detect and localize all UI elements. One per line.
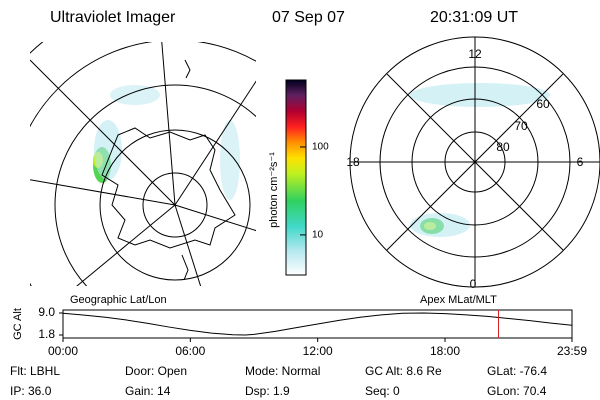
polar-map: [349, 36, 600, 288]
date: 07 Sep 07: [272, 9, 345, 26]
tick-label: 10: [312, 230, 324, 241]
x-tick-label: 18:00: [430, 344, 460, 358]
time: 20:31:09 UT: [430, 9, 518, 26]
x-tick-label: 00:00: [48, 344, 78, 358]
status-field: Door: Open: [125, 364, 187, 378]
colorbar: [285, 79, 307, 276]
mlat-label: 60: [536, 97, 550, 111]
tick-label: 100: [312, 142, 329, 153]
mlat-label: 80: [496, 140, 510, 154]
y-axis-label: GC Alt: [12, 308, 24, 340]
status-field: GLon: 70.4: [487, 384, 547, 398]
mlt-label: 6: [577, 155, 584, 169]
status-field: Mode: Normal: [245, 364, 320, 378]
y-tick-label: 9.0: [38, 305, 55, 319]
colorbar-label: photon cm⁻²s⁻¹: [268, 152, 280, 228]
status-field: IP: 36.0: [10, 384, 52, 398]
altitude-line: [62, 312, 573, 336]
map-label: Apex MLat/MLT: [420, 294, 497, 306]
x-tick-label: 06:00: [175, 344, 205, 358]
status-field: Flt: LBHL: [10, 364, 60, 378]
status-field: Seq: 0: [365, 384, 400, 398]
x-tick-label: 23:59: [557, 344, 587, 358]
geographic-map: [30, 42, 256, 286]
mlt-label: 12: [468, 47, 482, 61]
status-field: GC Alt: 8.6 Re: [365, 364, 442, 378]
status-field: Dsp: 1.9: [245, 384, 290, 398]
title: Ultraviolet Imager: [50, 9, 176, 26]
map-label: Geographic Lat/Lon: [70, 294, 167, 306]
mlt-label: 0: [470, 277, 477, 291]
y-tick-label: 1.8: [38, 327, 55, 341]
status-field: Gain: 14: [125, 384, 171, 398]
x-tick-label: 12:00: [303, 344, 333, 358]
mlat-label: 70: [514, 119, 528, 133]
status-field: GLat: -76.4: [487, 364, 547, 378]
mlt-label: 18: [346, 155, 360, 169]
